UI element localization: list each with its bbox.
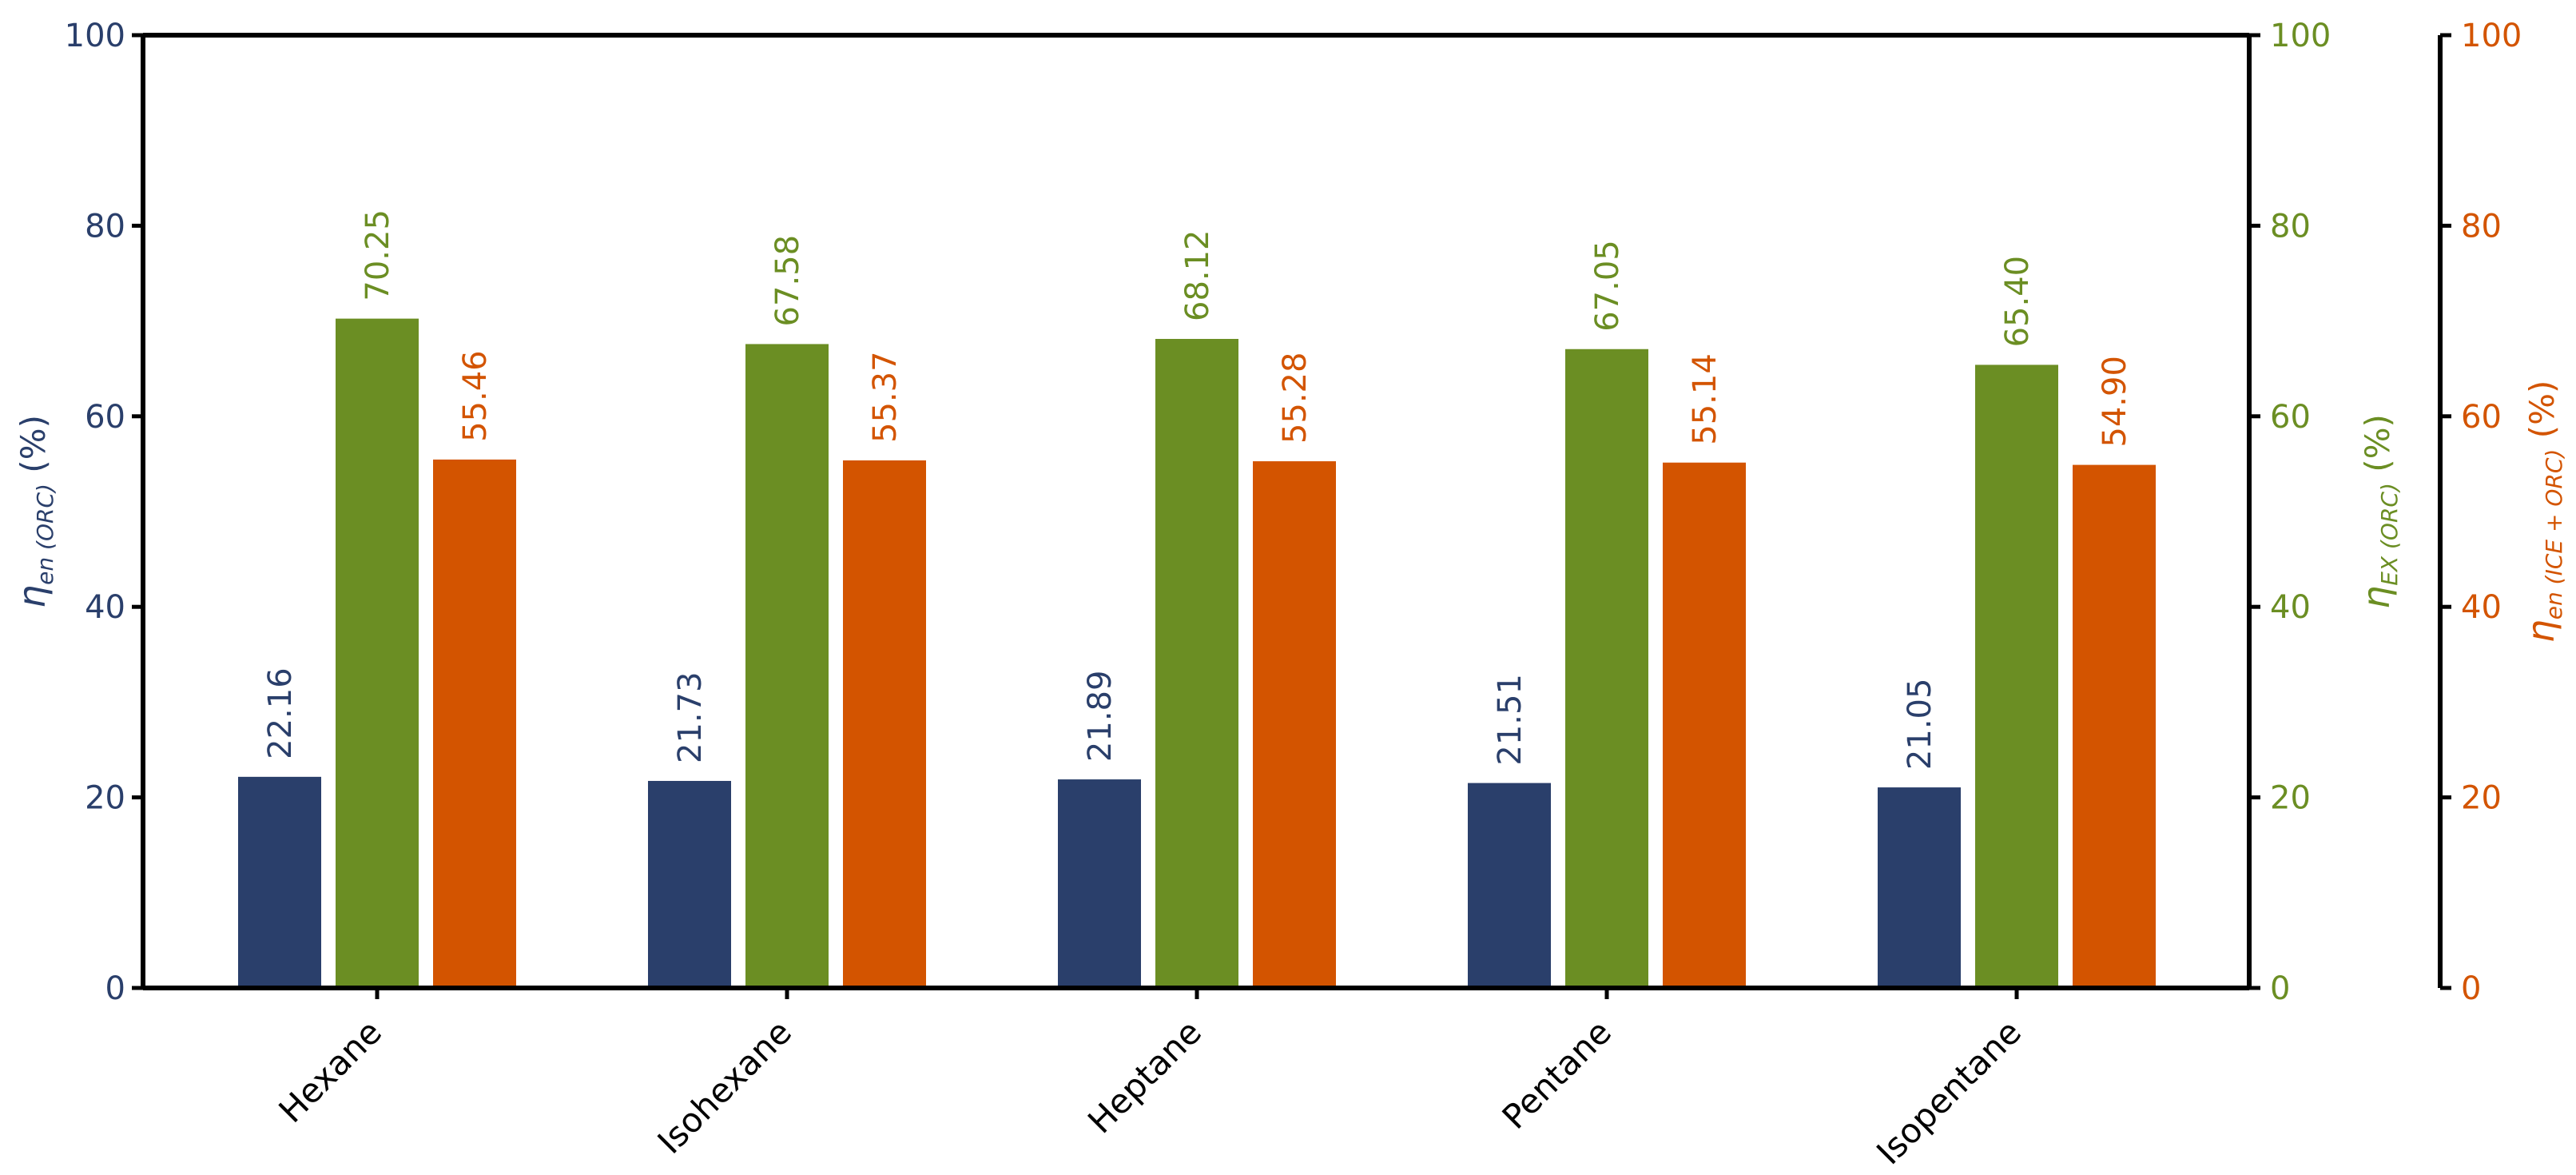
data-label: 55.37 [867,351,904,443]
right1-y-tick-label: 0 [2270,970,2290,1007]
bar-left-heptane [1058,779,1141,988]
bar-right1-hexane [336,318,419,988]
data-label: 21.51 [1492,674,1529,766]
axes-layer [132,33,2451,999]
x-tick-label: Pentane [1495,1012,1620,1137]
bar-layer [238,318,2156,988]
data-label: 54.90 [2097,356,2133,448]
x-tick-label: Heptane [1080,1012,1209,1141]
left-y-axis-title: ηen (ORC) (%) [10,415,58,608]
left-y-tick-label: 60 [85,399,125,436]
right2-y-tick-label: 40 [2461,589,2502,626]
right1-y-tick-label: 80 [2270,208,2311,245]
right2-y-tick-label: 60 [2461,399,2502,436]
data-label: 55.28 [1277,352,1314,444]
x-tick-label: Hexane [271,1012,389,1130]
bar-right2-isopentane [2073,464,2156,988]
right2-y-tick-label: 80 [2461,208,2502,245]
bar-left-isohexane [648,780,731,988]
data-label: 21.73 [672,671,709,763]
bar-right1-isohexane [745,344,829,988]
bar-right1-pentane [1565,349,1648,988]
left-y-tick-label: 40 [85,589,125,626]
data-label: 21.05 [1902,679,1938,771]
bar-left-isopentane [1878,787,1961,988]
data-label: 55.14 [1687,353,1723,445]
data-label: 70.25 [360,209,396,301]
right-y-axis-title: ηEX (ORC) (%) [2355,414,2403,609]
right2-y-tick-label: 20 [2461,780,2502,817]
data-label: 21.89 [1082,671,1119,763]
x-tick-label: Isopentane [1869,1012,2029,1172]
left-y-tick-label: 0 [105,970,125,1007]
left-y-tick-label: 80 [85,208,125,245]
data-label: 67.58 [769,235,806,327]
bar-left-hexane [238,776,321,988]
bar-right2-heptane [1253,461,1336,988]
right2-y-tick-label: 100 [2461,18,2522,54]
data-label: 68.12 [1179,229,1216,321]
bar-left-pentane [1468,783,1551,988]
data-label: 65.40 [1999,256,2036,348]
bar-right2-isohexane [843,460,926,988]
right1-y-tick-label: 60 [2270,399,2311,436]
right1-y-tick-label: 20 [2270,780,2311,817]
x-tick-label: Isohexane [650,1012,799,1161]
data-label: 22.16 [262,667,299,759]
data-label: 55.46 [457,350,494,442]
right1-y-tick-label: 100 [2270,18,2331,54]
right1-y-tick-label: 40 [2270,589,2311,626]
bar-right2-hexane [433,459,516,988]
data-label: 67.05 [1589,240,1626,332]
right2-y-tick-label: 0 [2461,970,2481,1007]
bar-right2-pentane [1663,462,1746,988]
second-right-y-axis-title: ηen (ICE + ORC) (%) [2519,380,2567,643]
bar-right1-heptane [1155,339,1238,988]
bar-right1-isopentane [1975,364,2058,988]
left-y-tick-label: 100 [65,18,125,54]
left-y-tick-label: 20 [85,780,125,817]
